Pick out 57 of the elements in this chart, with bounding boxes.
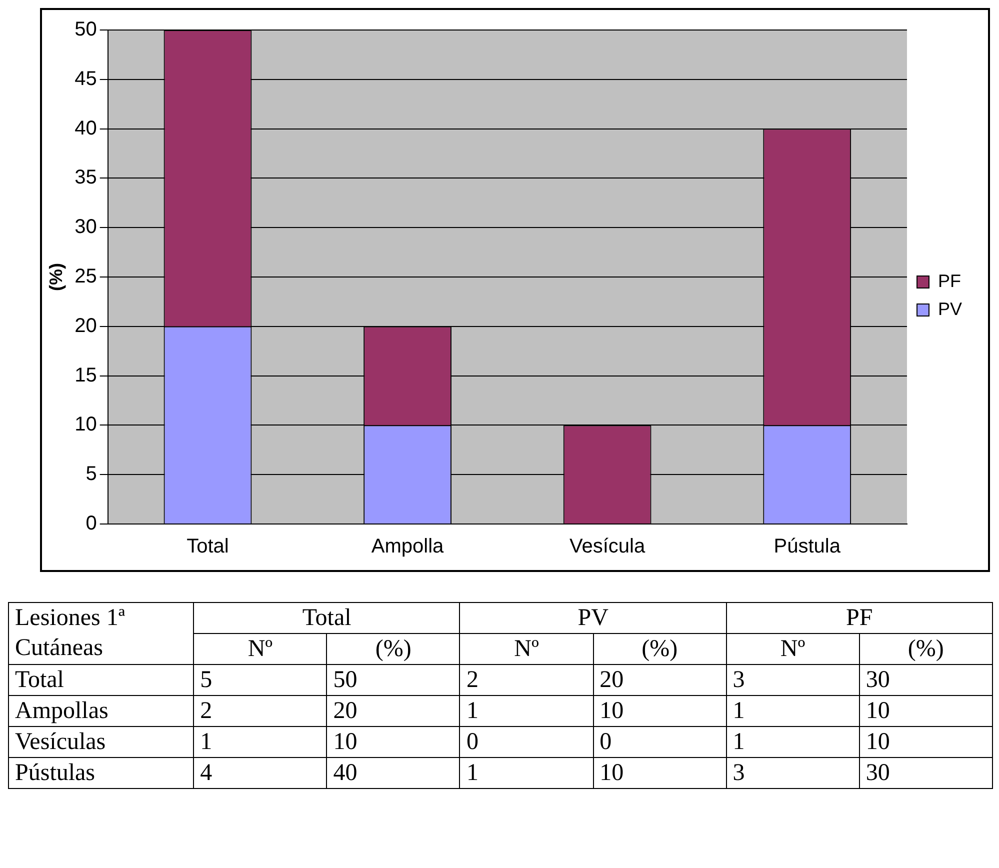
- text: 1: [194, 726, 327, 758]
- text: 10: [326, 726, 460, 758]
- text: 40: [326, 758, 460, 788]
- text: 20: [593, 664, 726, 696]
- text: (%): [908, 636, 944, 662]
- y-tick-label: 15: [74, 364, 97, 386]
- text: 1: [460, 758, 594, 788]
- text: 5: [194, 664, 327, 696]
- text: 1: [726, 696, 860, 726]
- text: 30: [859, 664, 992, 696]
- text: 10: [593, 696, 726, 726]
- text: 10: [593, 758, 726, 788]
- text: 2: [460, 664, 594, 696]
- text: (%): [642, 636, 678, 662]
- legend-label: PF: [938, 270, 962, 291]
- y-tick-label: 10: [74, 414, 97, 436]
- text: 1: [460, 696, 594, 726]
- x-tick-label: Vesícula: [570, 536, 646, 558]
- y-tick-label: 35: [74, 166, 97, 189]
- text: 20: [326, 696, 460, 726]
- text: Nº: [514, 636, 539, 662]
- text: PF: [726, 602, 992, 634]
- text: 2: [194, 696, 327, 726]
- y-tick-label: 20: [74, 314, 97, 337]
- text: 3: [726, 758, 860, 788]
- text: PV: [460, 602, 726, 634]
- text: Nº: [194, 634, 327, 664]
- y-tick-label: 40: [74, 117, 97, 140]
- y-tick-label: 30: [74, 216, 97, 238]
- text: 10: [859, 696, 992, 726]
- y-tick-label: 45: [74, 68, 97, 90]
- text: Cutáneas: [8, 634, 194, 664]
- text: (%): [326, 634, 460, 664]
- text: Total: [8, 664, 194, 696]
- legend-label: PV: [938, 298, 962, 319]
- y-tick-label: 0: [86, 512, 97, 535]
- x-tick-label: Pústula: [774, 536, 842, 558]
- y-tick-label: 5: [86, 463, 97, 486]
- text: 30: [859, 758, 992, 788]
- text: 50: [326, 664, 460, 696]
- y-tick-label: 25: [74, 266, 97, 288]
- text: 4: [194, 758, 327, 788]
- text: Vesículas: [8, 726, 194, 758]
- text: Nº: [780, 636, 806, 662]
- y-tick-label: 50: [74, 18, 97, 41]
- text: Total: [194, 602, 460, 634]
- x-tick-label: Total: [186, 536, 229, 558]
- text: Pústulas: [8, 758, 194, 788]
- text: Lesiones 1ª: [8, 602, 194, 634]
- x-tick-label: Ampolla: [371, 536, 445, 558]
- text: 10: [859, 726, 992, 758]
- y-axis-title: (%): [46, 263, 66, 291]
- text: 0: [593, 726, 726, 758]
- text: 1: [726, 726, 860, 758]
- text: Ampollas: [8, 696, 194, 726]
- text: 0: [460, 726, 594, 758]
- text: 3: [726, 664, 860, 696]
